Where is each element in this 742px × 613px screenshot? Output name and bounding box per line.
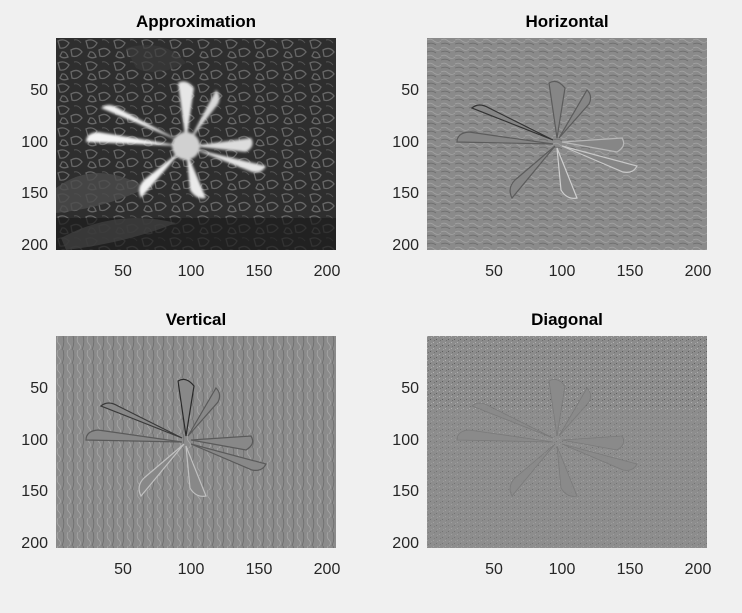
y-tick-label: 100 xyxy=(392,432,419,449)
x-tick-label: 150 xyxy=(617,263,644,280)
image-axes xyxy=(427,336,707,548)
panel-horizontal: Horizontal 50 1 xyxy=(392,10,717,310)
x-tick-label: 100 xyxy=(178,561,205,578)
y-tick-label: 100 xyxy=(21,134,48,151)
x-tick-label: 50 xyxy=(485,561,503,578)
y-tick-label: 200 xyxy=(21,535,48,552)
y-tick-label: 50 xyxy=(401,380,419,397)
x-tick-label: 150 xyxy=(246,561,273,578)
x-tick-label: 150 xyxy=(617,561,644,578)
y-tick-label: 200 xyxy=(392,535,419,552)
y-tick-label: 200 xyxy=(392,237,419,254)
x-tick-label: 150 xyxy=(246,263,273,280)
panel-approximation: Approximation xyxy=(21,10,346,310)
panel-vertical: Vertical 50 100 xyxy=(21,308,346,608)
flower-shape xyxy=(86,81,266,199)
y-tick-labels: 50 100 150 200 xyxy=(392,82,419,254)
x-tick-label: 200 xyxy=(685,561,712,578)
y-tick-labels: 50 100 150 200 xyxy=(21,82,48,254)
x-tick-label: 50 xyxy=(114,561,132,578)
y-tick-label: 150 xyxy=(392,483,419,500)
x-tick-labels: 50 100 150 200 xyxy=(114,561,341,578)
flower-outline xyxy=(456,80,638,200)
panel-title: Vertical xyxy=(165,310,227,329)
panel-title: Diagonal xyxy=(531,310,603,329)
x-tick-labels: 50 100 150 200 xyxy=(114,263,341,280)
y-tick-label: 150 xyxy=(392,185,419,202)
y-tick-label: 150 xyxy=(21,483,48,500)
x-tick-labels: 50 100 150 200 xyxy=(485,561,712,578)
image-axes xyxy=(427,38,707,250)
panel-title: Horizontal xyxy=(525,12,609,31)
y-tick-labels: 50 100 150 200 xyxy=(21,380,48,552)
flower-outline xyxy=(456,378,638,497)
x-tick-labels: 50 100 150 200 xyxy=(485,263,712,280)
x-tick-label: 50 xyxy=(485,263,503,280)
y-tick-label: 50 xyxy=(30,380,48,397)
image-axes xyxy=(56,38,336,250)
y-tick-label: 100 xyxy=(392,134,419,151)
x-tick-label: 200 xyxy=(685,263,712,280)
panel-diagonal: Diagonal xyxy=(392,308,717,608)
x-tick-label: 200 xyxy=(314,263,341,280)
x-tick-label: 100 xyxy=(549,561,576,578)
y-tick-label: 50 xyxy=(30,82,48,99)
y-tick-labels: 50 100 150 200 xyxy=(392,380,419,552)
y-tick-label: 150 xyxy=(21,185,48,202)
y-tick-label: 100 xyxy=(21,432,48,449)
x-tick-label: 100 xyxy=(178,263,205,280)
image-axes xyxy=(56,336,336,548)
x-tick-label: 50 xyxy=(114,263,132,280)
y-tick-label: 200 xyxy=(21,237,48,254)
x-tick-label: 100 xyxy=(549,263,576,280)
panel-title: Approximation xyxy=(136,12,256,31)
y-tick-label: 50 xyxy=(401,82,419,99)
flower-outline xyxy=(85,378,267,498)
x-tick-label: 200 xyxy=(314,561,341,578)
